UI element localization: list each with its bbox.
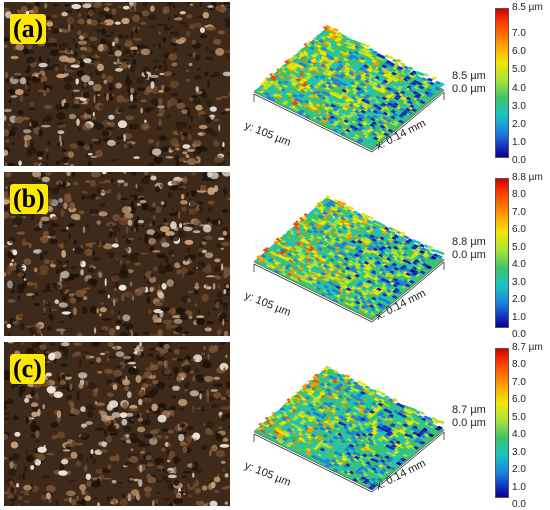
colorbar-tick-label: 7.0 <box>512 206 526 218</box>
colorbar-tick-label: 6.0 <box>512 394 526 405</box>
panel-a: (a) y: 105 µm x: 0.14 mm 8.5 µm 0.0 µm 8.… <box>0 0 550 170</box>
height-max-a: 8.5 µm <box>452 70 486 82</box>
colorbar-tick-label: 6.0 <box>512 46 526 58</box>
colorbar-max-label: 8.5 µm <box>512 2 543 13</box>
colorbar-tick-label: 5.0 <box>512 64 526 76</box>
colorbar-tick-label: 7.0 <box>512 376 526 388</box>
panel-c: (c) y: 105 µm x: 0.14 mm 8.7 µm 0.0 µm 8.… <box>0 340 550 510</box>
colorbar-tick-label: 3.0 <box>512 446 526 458</box>
colorbar-tick-label: 1.0 <box>512 137 526 149</box>
surface-plot-c: y: 105 µm x: 0.14 mm <box>243 365 445 493</box>
colorbar-tick-label: 8.0 <box>512 189 526 200</box>
colorbar-max-label: 8.8 µm <box>512 172 543 183</box>
y-axis-label: y: 105 µm <box>243 120 292 149</box>
y-axis-label: y: 105 µm <box>243 290 292 319</box>
colorbar-tick-label: 6.0 <box>512 224 526 235</box>
surface-plot-a: y: 105 µm x: 0.14 mm <box>243 24 445 153</box>
colorbar-tick-label: 0.0 <box>512 155 526 167</box>
colorbar-tick-label: 1.0 <box>512 311 526 323</box>
panel-b: (b) y: 105 µm x: 0.14 mm 8.8 µm 0.0 µm 8.… <box>0 170 550 340</box>
height-max-b: 8.8 µm <box>452 236 486 248</box>
colorbar-tick-label: 2.0 <box>512 464 526 475</box>
colorbar-tick-label: 0.0 <box>512 329 526 340</box>
height-min-a: 0.0 µm <box>452 83 486 95</box>
colorbar-tick-label: 3.0 <box>512 100 526 112</box>
colorbar-tick-label: 5.0 <box>512 241 526 253</box>
colorbar-tick-label: 2.0 <box>512 119 526 130</box>
y-axis-label: y: 105 µm <box>243 460 292 489</box>
surface-plot-b: y: 105 µm x: 0.14 mm <box>243 195 445 323</box>
colorbar-max-label: 8.7 µm <box>512 342 543 353</box>
colorbar-tick-label: 4.0 <box>512 259 526 270</box>
panel-label-b: (b) <box>10 184 48 214</box>
colorbar-tick-label: 2.0 <box>512 294 526 305</box>
colorbar-tick-label: 7.0 <box>512 28 526 39</box>
height-min-b: 0.0 µm <box>452 249 486 261</box>
colorbar-tick-label: 1.0 <box>512 481 526 493</box>
height-min-c: 0.0 µm <box>452 417 486 429</box>
colorbar-c <box>495 348 509 498</box>
height-max-c: 8.7 µm <box>452 404 486 416</box>
micrograph-a <box>4 2 230 166</box>
panel-label-c: (c) <box>10 354 45 384</box>
colorbar-a <box>495 8 509 158</box>
colorbar-tick-label: 4.0 <box>512 429 526 440</box>
colorbar-b <box>495 178 509 328</box>
colorbar-tick-label: 5.0 <box>512 411 526 423</box>
colorbar-tick-label: 0.0 <box>512 499 526 510</box>
panel-label-a: (a) <box>10 14 47 44</box>
colorbar-tick-label: 3.0 <box>512 276 526 288</box>
colorbar-tick-label: 4.0 <box>512 82 526 94</box>
colorbar-tick-label: 8.0 <box>512 359 526 370</box>
